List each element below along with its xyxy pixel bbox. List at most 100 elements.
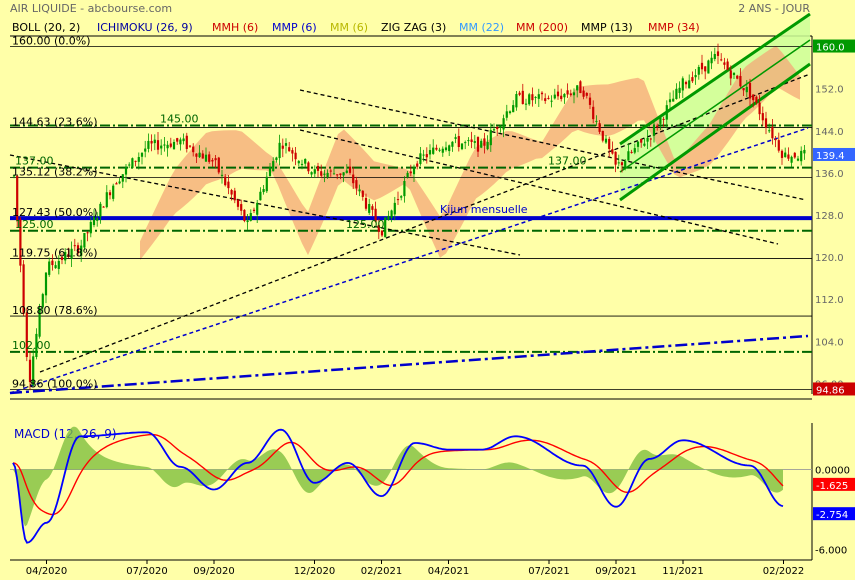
candle-body	[262, 189, 265, 193]
candle-body	[566, 90, 569, 95]
candle-body	[691, 77, 694, 82]
date-axis: 04/2020 07/2020 09/2020 12/2020 02/2021 04/20…	[26, 560, 804, 577]
candle-body	[752, 94, 755, 101]
candle-body	[358, 189, 361, 192]
candle-body	[787, 154, 790, 159]
date-tick-label: 02/2021	[361, 566, 403, 577]
candle-body	[678, 87, 681, 93]
date-tick-label: 11/2021	[662, 566, 704, 577]
candle-body	[524, 103, 528, 105]
candle-body	[284, 143, 288, 146]
candle-body	[467, 140, 470, 142]
candle-body	[726, 61, 729, 70]
candle-body	[416, 163, 419, 167]
fib-label: 135.12 (38.2%)	[12, 166, 98, 179]
candle-body	[387, 215, 390, 220]
candle-body	[460, 143, 464, 150]
candle-body	[188, 145, 192, 147]
candle-body	[643, 143, 646, 146]
candle-body	[83, 233, 86, 248]
candle-body	[492, 129, 496, 131]
channel-line	[619, 62, 811, 202]
fib-label: 108.80 (78.6%)	[12, 304, 98, 317]
candle-body	[451, 141, 454, 147]
candle-body	[128, 164, 131, 166]
price-badge-label: 94.86	[816, 385, 845, 396]
candle-body	[352, 174, 355, 184]
candle-body	[563, 93, 566, 98]
price-axis-tick: 128.0	[815, 211, 844, 222]
trend-line	[9, 334, 809, 395]
macd-axis-tick: -6.000	[815, 545, 847, 556]
candle-body	[537, 94, 540, 99]
candle-body	[19, 219, 22, 266]
candle-body	[153, 139, 156, 144]
candle-body	[528, 94, 531, 105]
candle-body	[800, 150, 803, 162]
candle-body	[547, 97, 550, 99]
date-tick-label: 12/2020	[294, 566, 336, 577]
candle-body	[441, 148, 444, 153]
candle-body	[777, 140, 780, 151]
candle-body	[169, 143, 172, 147]
candle-body	[105, 192, 108, 208]
trend-line	[9, 154, 521, 256]
candle-body	[115, 183, 118, 185]
candle-body	[633, 148, 636, 153]
candle-body	[211, 159, 214, 162]
ichimoku-cloud	[140, 45, 800, 261]
price-axis-tick: 104.0	[815, 337, 844, 348]
legend-item: MM (22)	[459, 21, 505, 34]
candle-body	[96, 218, 99, 221]
candle-body	[80, 245, 83, 256]
candle-body	[438, 149, 441, 151]
macd-signal-line	[12, 433, 784, 516]
trend-lines	[9, 12, 811, 395]
candle-body	[483, 138, 486, 146]
candle-body	[368, 203, 371, 213]
price-axis-tick: 144.0	[815, 127, 844, 138]
candle-body	[620, 162, 624, 166]
candle-body	[572, 92, 576, 96]
candle-body	[108, 192, 112, 196]
candle-body	[256, 202, 259, 215]
macd-axis-tick: 0.0000	[815, 466, 850, 477]
candle-body	[150, 140, 153, 144]
legend-item: MMP (6)	[272, 21, 317, 34]
candle-body	[41, 294, 44, 308]
candle-body	[784, 152, 787, 158]
candle-body	[16, 175, 19, 221]
candle-body	[217, 157, 220, 173]
macd-value-badge-label: -1.625	[816, 481, 848, 492]
candle-body	[585, 92, 588, 96]
candle-body	[716, 51, 720, 56]
candle-body	[300, 163, 304, 165]
candle-body	[249, 213, 252, 221]
candle-body	[550, 100, 553, 102]
candle-body	[99, 203, 102, 217]
candle-body	[736, 75, 739, 79]
legend-item: BOLL (20, 2)	[12, 21, 81, 34]
candle-body	[684, 81, 688, 85]
candle-body	[588, 97, 592, 105]
candle-body	[131, 158, 134, 169]
candle-body	[265, 176, 268, 192]
fib-label: 127.43 (50.0%)	[12, 206, 98, 219]
candle-body	[252, 209, 256, 211]
candle-body	[297, 161, 300, 164]
candle-body	[505, 111, 508, 118]
price-badge	[813, 147, 855, 161]
candle-body	[582, 90, 585, 97]
candle-body	[35, 333, 38, 357]
candle-body	[739, 75, 742, 87]
candle-body	[192, 146, 195, 153]
candle-body	[182, 138, 185, 142]
candle-body	[204, 154, 208, 162]
candlesticks	[12, 43, 806, 391]
candle-body	[419, 153, 422, 164]
candle-body	[710, 57, 713, 64]
candle-body	[176, 138, 179, 142]
candle-body	[428, 150, 432, 155]
candle-body	[617, 162, 620, 164]
candle-body	[313, 169, 316, 174]
